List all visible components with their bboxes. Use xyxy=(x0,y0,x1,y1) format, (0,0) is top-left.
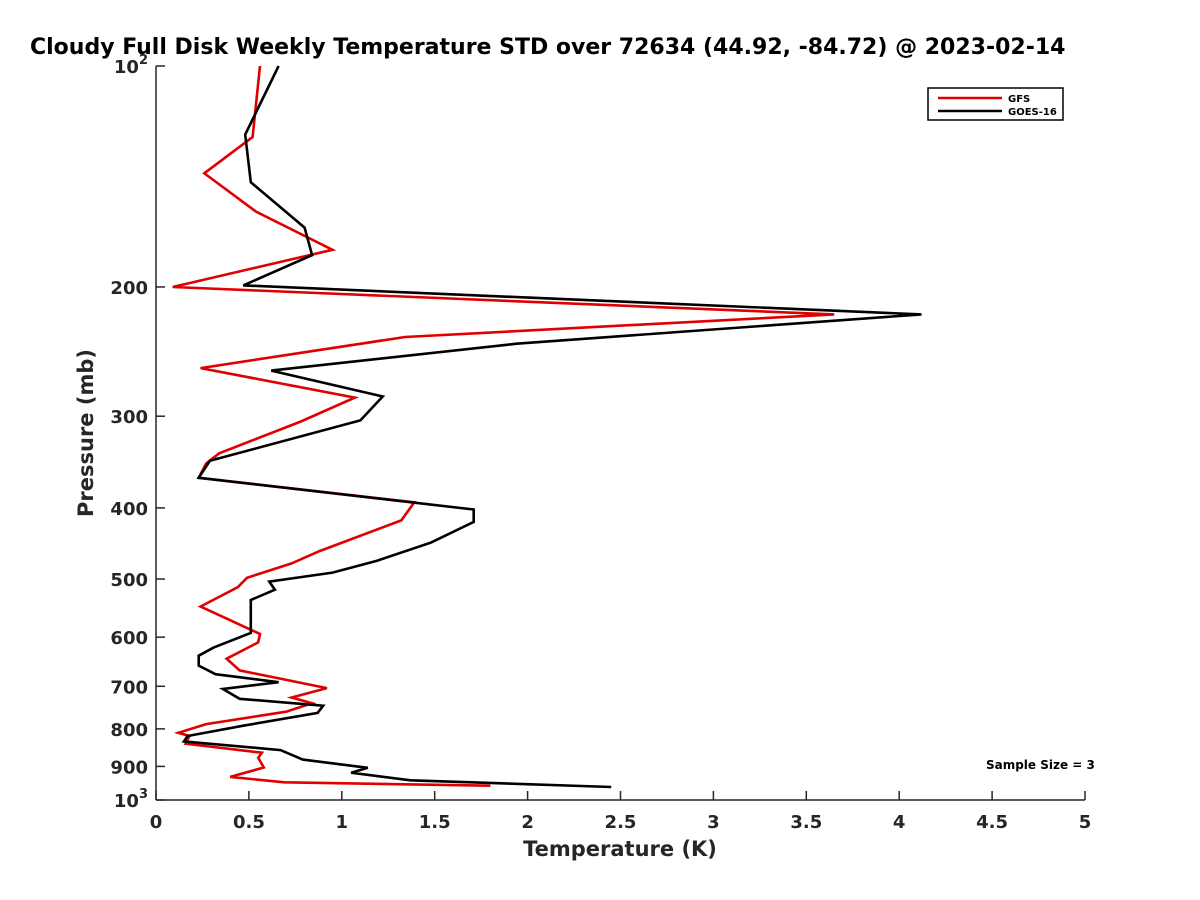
series-layer xyxy=(172,65,922,789)
x-tick-label: 3.5 xyxy=(790,812,822,833)
annotation-layer: Sample Size = 3 xyxy=(986,758,1095,772)
x-tick-label: 2 xyxy=(521,812,534,833)
legend: GFS GOES-16 xyxy=(927,87,1064,121)
ticks-layer: 0 0.5 1 1.5 2 2.5 3 3.5 4 4.5 5 102 200 300 400 500 600 7… xyxy=(110,53,1091,833)
y-tick-label: 800 xyxy=(110,720,148,741)
chart-title: Cloudy Full Disk Weekly Temperature STD … xyxy=(30,35,1065,60)
x-tick-label: 1.5 xyxy=(419,812,451,833)
x-tick-label: 4.5 xyxy=(976,812,1008,833)
axes-layer xyxy=(155,66,1085,801)
y-tick-label: 400 xyxy=(110,499,148,520)
series-line-goes-16 xyxy=(181,65,922,789)
y-axis-title: Pressure (mb) xyxy=(74,349,98,517)
y-tick-label: 900 xyxy=(110,757,148,778)
x-tick-label: 4 xyxy=(893,812,906,833)
y-tick-label: 700 xyxy=(110,677,148,698)
series-line-gfs xyxy=(172,65,835,787)
y-tick-label: 102 xyxy=(114,53,148,78)
x-tick-label: 0.5 xyxy=(233,812,265,833)
legend-label-gfs: GFS xyxy=(1008,94,1030,105)
sample-size-note: Sample Size = 3 xyxy=(986,758,1095,772)
y-tick-label: 300 xyxy=(110,407,148,428)
legend-label-goes-16: GOES-16 xyxy=(1008,107,1057,118)
y-tick-label: 103 xyxy=(114,787,148,812)
x-axis-title: Temperature (K) xyxy=(523,837,717,861)
x-tick-label: 2.5 xyxy=(605,812,637,833)
y-tick-label: 600 xyxy=(110,628,148,649)
x-tick-label: 3 xyxy=(707,812,720,833)
y-tick-label: 500 xyxy=(110,570,148,591)
x-tick-label: 1 xyxy=(336,812,349,833)
x-tick-label: 0 xyxy=(150,812,163,833)
x-tick-label: 5 xyxy=(1079,812,1092,833)
y-tick-label: 200 xyxy=(110,278,148,299)
legend-box xyxy=(927,87,1064,121)
